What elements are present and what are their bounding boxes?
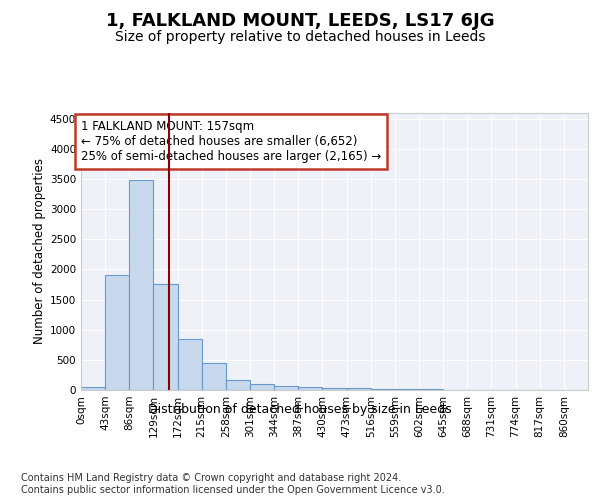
Text: Distribution of detached houses by size in Leeds: Distribution of detached houses by size … (148, 402, 452, 415)
Text: 1 FALKLAND MOUNT: 157sqm
← 75% of detached houses are smaller (6,652)
25% of sem: 1 FALKLAND MOUNT: 157sqm ← 75% of detach… (81, 120, 382, 162)
Bar (226, 380, 250, 390)
Bar (129, 180, 154, 390)
Bar (81, 387, 105, 390)
Text: Size of property relative to detached houses in Leeds: Size of property relative to detached ho… (115, 30, 485, 44)
Bar (154, 284, 178, 390)
Bar (105, 275, 129, 390)
Bar (298, 387, 322, 390)
Bar (322, 388, 347, 390)
Bar (250, 384, 274, 390)
Bar (347, 388, 371, 390)
Y-axis label: Number of detached properties: Number of detached properties (33, 158, 46, 344)
Bar (274, 386, 298, 390)
Bar (178, 340, 202, 390)
Text: 1, FALKLAND MOUNT, LEEDS, LS17 6JG: 1, FALKLAND MOUNT, LEEDS, LS17 6JG (106, 12, 494, 30)
Bar (371, 389, 395, 390)
Text: Contains HM Land Registry data © Crown copyright and database right 2024.
Contai: Contains HM Land Registry data © Crown c… (21, 474, 445, 495)
Bar (202, 363, 226, 390)
